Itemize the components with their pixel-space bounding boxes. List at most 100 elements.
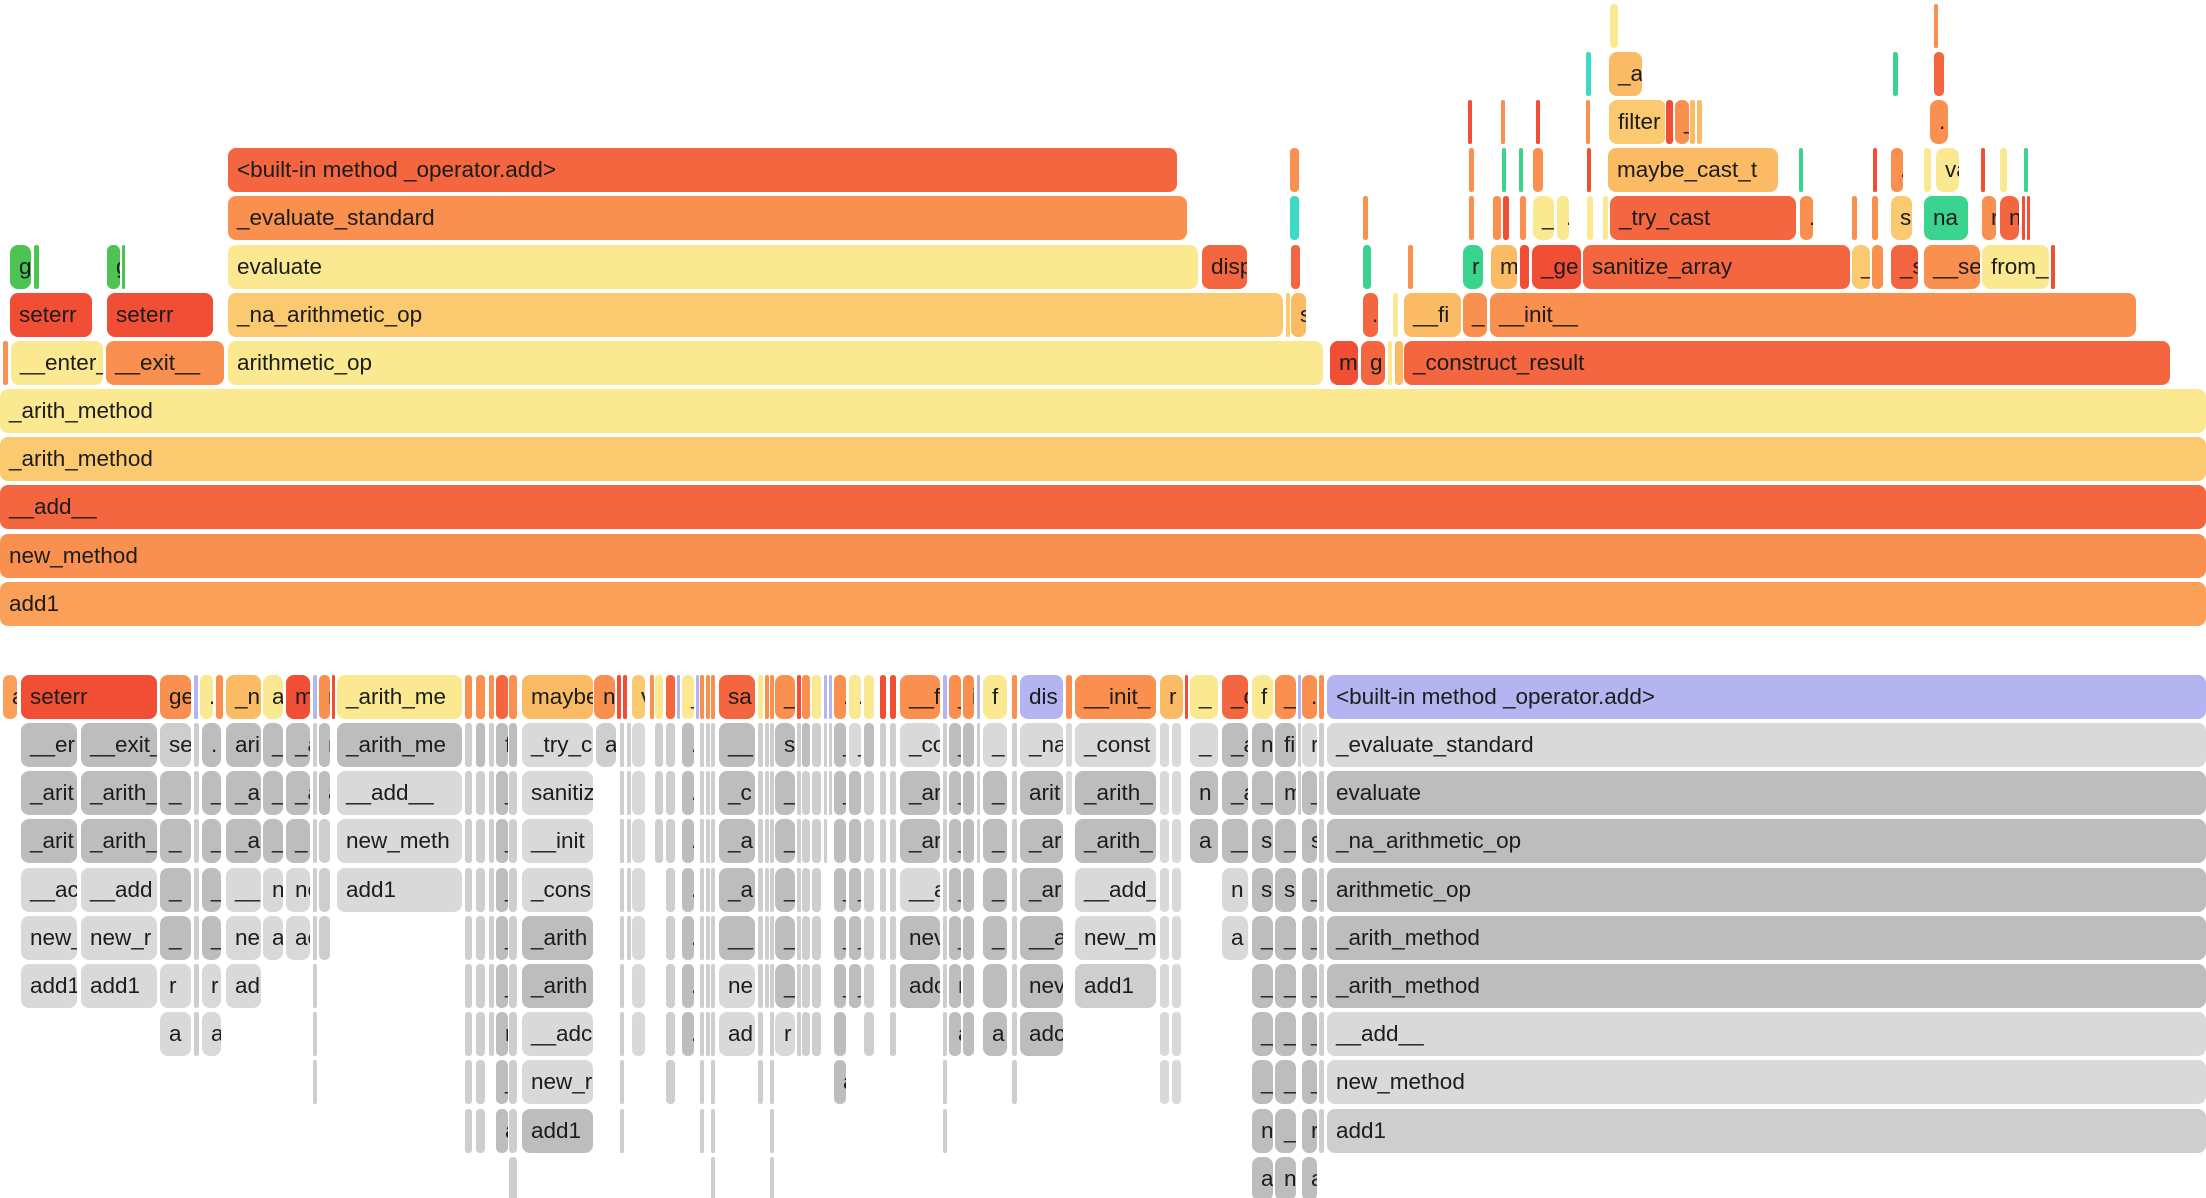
flame-frame-n[interactable]: n: [2000, 196, 2019, 240]
flame-frame-f[interactable]: f: [1252, 675, 1273, 719]
flame-frame-sliver[interactable]: [476, 819, 485, 863]
flame-frame-sliver[interactable]: [1319, 1109, 1324, 1153]
flame-frame-sliver[interactable]: [1298, 771, 1301, 815]
flame-frame-sliver[interactable]: [194, 771, 199, 815]
flame-frame-sliver[interactable]: [829, 675, 832, 719]
flame-frame-sliver[interactable]: .: [509, 964, 517, 1008]
flame-frame-_[interactable]: _: [1275, 819, 1296, 863]
flame-frame-sliver[interactable]: [1395, 341, 1403, 385]
flame-frame-new_r[interactable]: new_r: [522, 1060, 593, 1104]
flame-frame-sliver[interactable]: [1012, 819, 1017, 863]
flame-frame-sliver[interactable]: [1298, 723, 1301, 767]
flame-frame-built-in-method-_operator-add[interactable]: <built-in method _operator.add>: [228, 148, 1177, 192]
flame-frame-_[interactable]: _: [496, 819, 508, 863]
flame-frame-a[interactable]: a: [1222, 916, 1248, 960]
flame-frame-sliver[interactable]: [864, 916, 874, 960]
flame-frame-_a[interactable]: _a: [1609, 52, 1642, 96]
flame-frame-sliver[interactable]: [812, 819, 821, 863]
flame-frame-sliver[interactable]: .: [963, 1012, 974, 1056]
flame-frame-__adc[interactable]: __adc: [522, 1012, 593, 1056]
flame-frame-_[interactable]: _: [1302, 1012, 1317, 1056]
flame-frame-sliver[interactable]: [977, 675, 980, 719]
flame-frame-sliver[interactable]: [194, 819, 199, 863]
flame-frame-r[interactable]: r: [1302, 723, 1317, 767]
flame-frame-_[interactable]: _: [983, 916, 1007, 960]
flame-frame-sliver[interactable]: [620, 916, 624, 960]
flame-frame-sliver[interactable]: [797, 868, 801, 912]
flame-frame-_try_cast[interactable]: _try_cast: [1610, 196, 1796, 240]
flame-frame-sliver[interactable]: [489, 916, 494, 960]
flame-frame-na[interactable]: na: [1924, 196, 1968, 240]
flame-frame-sliver[interactable]: [1533, 148, 1543, 192]
flame-frame-_na_arithmetic_op[interactable]: _na_arithmetic_op: [1327, 819, 2206, 863]
flame-frame-sliver[interactable]: [666, 1012, 675, 1056]
flame-frame-sliver[interactable]: [802, 771, 810, 815]
flame-frame-sliver[interactable]: [620, 1012, 624, 1056]
flame-frame-sliver[interactable]: [632, 723, 645, 767]
flame-frame-sliver[interactable]: [711, 1109, 715, 1153]
flame-frame-sliver[interactable]: [812, 771, 821, 815]
flame-frame-sliver[interactable]: [313, 916, 317, 960]
flame-frame-sliver[interactable]: [1066, 771, 1072, 815]
flame-frame-_a[interactable]: _a: [719, 868, 755, 912]
flame-frame-_[interactable]: _: [834, 723, 846, 767]
flame-frame-sliver[interactable]: [1160, 916, 1169, 960]
flame-frame-sliver[interactable]: .: [864, 675, 874, 719]
flame-frame-sliver[interactable]: [711, 964, 715, 1008]
flame-frame-sliver[interactable]: [758, 771, 763, 815]
flame-frame-_evaluate_standard[interactable]: _evaluate_standard: [1327, 723, 2206, 767]
flame-frame-sliver[interactable]: [943, 1109, 947, 1153]
flame-frame-adc[interactable]: adc: [900, 964, 940, 1008]
flame-frame-disp[interactable]: disp: [1202, 245, 1247, 289]
flame-frame-sliver[interactable]: [711, 819, 715, 863]
flame-frame-n[interactable]: n: [1275, 1157, 1296, 1198]
flame-frame-a[interactable]: a: [1302, 1157, 1317, 1198]
flame-frame-sliver[interactable]: [829, 723, 832, 767]
flame-frame-sliver[interactable]: [1388, 341, 1392, 385]
flame-frame-sliver[interactable]: [829, 771, 832, 815]
flame-frame-s[interactable]: s: [1302, 819, 1317, 863]
flame-frame-sliver[interactable]: [1012, 1060, 1017, 1104]
flame-frame-sliver[interactable]: [2027, 196, 2030, 240]
flame-frame-sliver[interactable]: [489, 771, 494, 815]
flame-frame-_na_arithmetic_op[interactable]: _na_arithmetic_op: [228, 293, 1283, 337]
flame-frame-sliver[interactable]: [476, 916, 485, 960]
flame-frame-sliver[interactable]: .: [682, 868, 694, 912]
flame-frame-r[interactable]: r: [775, 1012, 795, 1056]
flame-frame-sliver[interactable]: [476, 1012, 485, 1056]
flame-frame-_co[interactable]: _co: [900, 723, 940, 767]
flame-frame-sliver[interactable]: [770, 1157, 774, 1198]
flame-frame-_[interactable]: _: [775, 964, 795, 1008]
flame-frame-evaluate[interactable]: evaluate: [228, 245, 1198, 289]
flame-frame-sliver[interactable]: [943, 868, 947, 912]
flame-frame-sliver[interactable]: [765, 675, 769, 719]
flame-frame-sliver[interactable]: [2051, 245, 2055, 289]
flame-frame-sliver[interactable]: [666, 964, 675, 1008]
flame-frame-n[interactable]: n: [1252, 723, 1273, 767]
flame-frame-_[interactable]: _: [682, 675, 694, 719]
flame-frame-_a[interactable]: _a: [286, 723, 310, 767]
flame-frame-sliver[interactable]: [194, 1012, 199, 1056]
flame-frame-add1[interactable]: add1: [1075, 964, 1156, 1008]
flame-frame-_[interactable]: _: [496, 964, 508, 1008]
flame-frame-sliver[interactable]: [770, 1012, 774, 1056]
flame-frame-sliver[interactable]: [194, 723, 199, 767]
flame-frame-sliver[interactable]: [1587, 196, 1593, 240]
flame-frame-g[interactable]: g: [10, 245, 31, 289]
flame-frame-s[interactable]: s: [775, 723, 795, 767]
flame-frame-sliver[interactable]: [34, 245, 39, 289]
flame-frame-sliver[interactable]: .: [509, 868, 517, 912]
flame-frame-sliver[interactable]: .: [1872, 245, 1883, 289]
flame-frame-sliver[interactable]: [943, 916, 947, 960]
flame-frame-sliver[interactable]: .: [1891, 148, 1903, 192]
flame-frame-sliver[interactable]: [802, 964, 810, 1008]
flame-frame-r[interactable]: r: [319, 675, 330, 719]
flame-frame-sliver[interactable]: [194, 675, 198, 719]
flame-frame-sliver[interactable]: .: [682, 819, 694, 863]
flame-frame-g[interactable]: g: [107, 245, 120, 289]
flame-frame-sliver[interactable]: [655, 723, 663, 767]
flame-frame-a[interactable]: a: [3, 675, 17, 719]
flame-frame-sliver[interactable]: [770, 819, 774, 863]
flame-frame-filter[interactable]: filter: [1609, 100, 1666, 144]
flame-frame-_arith[interactable]: _arith: [522, 916, 593, 960]
